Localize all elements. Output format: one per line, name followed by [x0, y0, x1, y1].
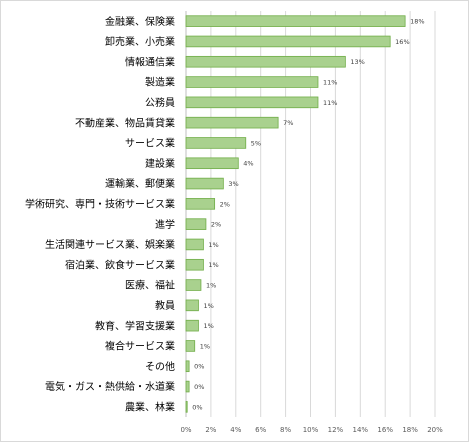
x-tick-label: 6%	[255, 426, 266, 434]
data-label: 1%	[203, 322, 213, 330]
data-label: 1%	[208, 261, 218, 269]
data-label: 18%	[410, 18, 424, 26]
bar	[185, 258, 204, 271]
category-label: 建設業	[145, 157, 175, 170]
data-label: 3%	[228, 180, 238, 188]
data-label: 5%	[251, 139, 261, 147]
category-label: サービス業	[125, 137, 175, 150]
data-label: 11%	[323, 78, 337, 86]
data-label: 1%	[200, 342, 210, 350]
category-label: 金融業、保険業	[105, 15, 175, 28]
bar	[185, 96, 319, 109]
data-label: 11%	[323, 99, 337, 107]
x-tick-label: 18%	[402, 426, 418, 434]
data-label: 1%	[206, 281, 216, 289]
bar	[185, 380, 190, 393]
bar	[185, 198, 216, 210]
category-label: 学術研究、専門・技術サービス業	[25, 197, 175, 210]
data-label: 0%	[194, 383, 204, 391]
category-label: その他	[145, 360, 175, 373]
x-tick-label: 4%	[230, 426, 241, 434]
category-label: 公務員	[145, 96, 175, 109]
x-tick-label: 16%	[377, 426, 393, 434]
x-tick-label: 2%	[205, 426, 216, 434]
bar	[185, 218, 207, 230]
bar	[185, 76, 319, 88]
bar	[185, 279, 202, 291]
category-label: 卸売業、小売業	[105, 35, 175, 48]
x-tick-label: 10%	[303, 426, 319, 434]
bar	[185, 401, 188, 413]
bar	[185, 15, 406, 27]
data-label: 13%	[350, 58, 364, 66]
x-tick-label: 12%	[328, 426, 344, 434]
bar	[185, 137, 247, 149]
grid-layer	[185, 11, 436, 417]
x-tick-label: 8%	[280, 426, 291, 434]
x-tick-label: 20%	[427, 426, 443, 434]
category-label: 宿泊業、飲食サービス業	[65, 258, 175, 271]
category-label: 医療、福祉	[125, 279, 175, 292]
bar	[185, 340, 196, 352]
data-label: 7%	[283, 119, 293, 127]
category-label: 進学	[155, 218, 175, 231]
bar	[185, 177, 224, 190]
x-tick-label: 0%	[180, 426, 191, 434]
bar	[185, 319, 199, 332]
category-label: 複合サービス業	[105, 340, 175, 353]
bar	[185, 55, 346, 68]
category-label: 情報通信業	[125, 55, 175, 68]
category-label: 生活関連サービス業、娯楽業	[45, 238, 175, 251]
labels-layer: 金融業、保険業 18% 卸売業、小売業 16% 情報通信業 13% 製造業 11% 公務員 11%…	[25, 15, 425, 414]
data-label: 4%	[243, 160, 253, 168]
bar	[185, 360, 190, 373]
category-label: 農業、林業	[125, 400, 175, 413]
data-label: 2%	[211, 221, 221, 229]
bars-layer	[185, 15, 406, 413]
category-label: 不動産業、物品賃貸業	[75, 116, 175, 129]
data-label: 0%	[194, 363, 204, 371]
category-label: 製造業	[145, 76, 175, 89]
category-label: 運輸業、郵便業	[105, 177, 175, 190]
data-label: 1%	[203, 302, 213, 310]
bar	[185, 299, 199, 312]
category-label: 教育、学習支援業	[95, 319, 175, 332]
bar	[185, 35, 391, 48]
category-label: 教員	[155, 299, 175, 312]
data-label: 2%	[220, 200, 230, 208]
category-label: 電気・ガス・熱供給・水道業	[45, 380, 175, 393]
data-label: 1%	[208, 241, 218, 249]
bar	[185, 238, 204, 251]
data-label: 0%	[192, 403, 202, 411]
data-label: 16%	[395, 38, 409, 46]
x-tick-label: 14%	[353, 426, 369, 434]
x-axis-ticks: 0% 2% 4% 6% 8% 10% 12% 14% 16% 18% 20%	[180, 426, 443, 434]
bar	[185, 157, 239, 170]
bar	[185, 116, 279, 129]
